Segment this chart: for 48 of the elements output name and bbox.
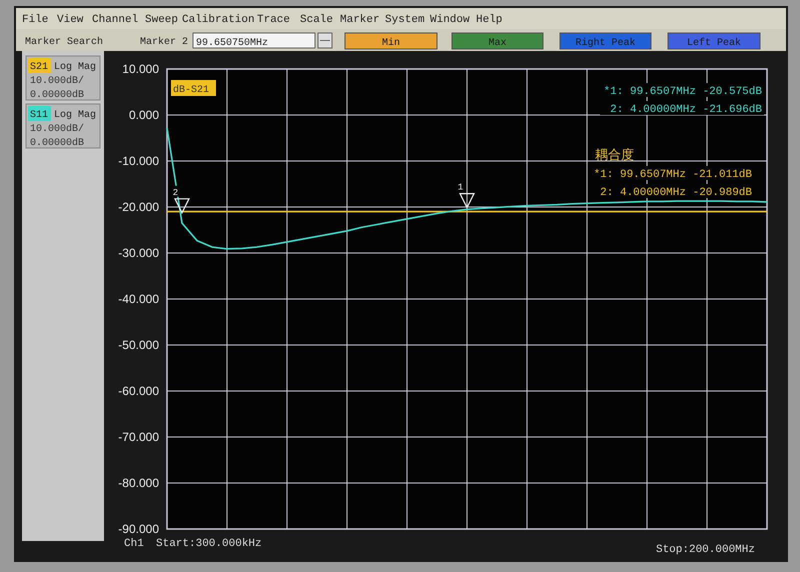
text: System <box>385 14 426 26</box>
text: Marker Search <box>25 36 104 48</box>
text: Calibration <box>182 14 255 26</box>
text: 0.00000dB <box>30 89 84 101</box>
y-tick-label: -20.000 <box>118 200 160 214</box>
text: Sweep <box>145 14 178 26</box>
y-tick-label: 0.000 <box>128 108 160 122</box>
text: S11 <box>30 110 48 121</box>
text: Right Peak <box>575 37 636 49</box>
text: Stop:200.000MHz <box>656 544 755 556</box>
text: Min <box>382 37 400 49</box>
y-tick-label: -70.000 <box>118 430 160 444</box>
text: 10.000dB/ <box>30 75 84 87</box>
text: Marker <box>340 14 380 26</box>
text: 0.00000dB <box>30 137 84 149</box>
text: 10.000dB/ <box>30 123 84 135</box>
annotation: 耦合度 <box>595 147 634 163</box>
y-tick-label: -40.000 <box>118 292 160 306</box>
text: S21 <box>30 62 48 73</box>
y-tick-label: -80.000 <box>118 476 160 490</box>
annotation: 2: 4.00000MHz -21.696dB <box>610 104 762 116</box>
y-tick-label: -30.000 <box>118 246 160 260</box>
text: File <box>22 14 48 26</box>
text: Marker 2 <box>140 36 188 48</box>
annotation: 2 <box>172 188 178 198</box>
text: Channel <box>92 14 138 26</box>
text: Scale <box>300 14 334 26</box>
text: Window <box>430 14 470 26</box>
text: Log Mag <box>54 62 96 73</box>
y-tick-label: -90.000 <box>118 522 160 536</box>
text: 99.650750MHz <box>196 38 268 49</box>
text: Help <box>476 14 502 26</box>
text: Max <box>488 38 507 49</box>
y-tick-label: -10.000 <box>118 154 160 168</box>
annotation: 1 <box>458 182 464 193</box>
text: Ch1 <box>124 538 144 550</box>
annotation: *1: 99.6507MHz -20.575dB <box>604 86 762 98</box>
annotation: *1: 99.6507MHz -21.011dB <box>594 169 752 181</box>
text: Trace <box>257 14 290 26</box>
y-tick-label: -50.000 <box>118 338 160 352</box>
text: View <box>57 14 84 26</box>
annotation: dB-S21 <box>173 84 210 96</box>
text: Start:300.000kHz <box>156 538 262 550</box>
y-tick-label: -60.000 <box>118 384 160 398</box>
text: Left Peak <box>686 37 742 49</box>
y-tick-label: 10.000 <box>122 62 160 76</box>
text: Log Mag <box>54 110 96 121</box>
annotation: 2: 4.00000MHz -20.989dB <box>600 187 752 199</box>
